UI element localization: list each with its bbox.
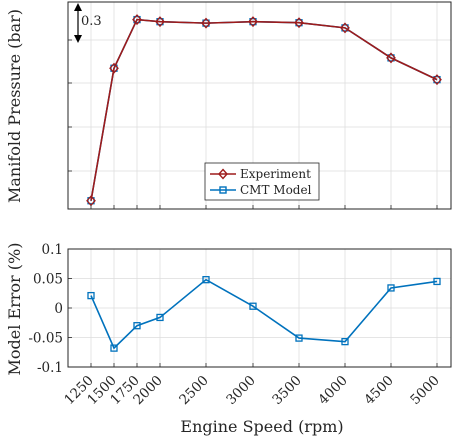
data-point [433,277,441,286]
x-tick-label: 3500 [269,373,305,409]
series-line [90,278,438,350]
top-ylabel: Manifold Pressure (bar) [5,9,24,203]
top-xticks [90,205,438,209]
bottom-yticks: 0.1 0.05 0 -0.05 -0.1 [28,242,72,376]
legend-cmt-marker [219,186,227,194]
data-point [110,344,118,352]
data-point [387,284,395,292]
top-plot-frame [67,1,452,210]
y-tick-label: 0 [54,301,63,317]
scale-arrow-down-head [74,35,82,43]
legend: Experiment CMT Model [204,162,320,201]
x-tick-label: 3000 [223,373,259,409]
y-tick-label: 0.05 [33,272,63,288]
bottom-series [87,276,441,352]
data-point [387,54,395,62]
data-point [248,16,258,28]
data-point [340,22,350,34]
scale-annotation: 0.3 [74,3,102,43]
data-point [109,62,119,74]
scale-annotation-label: 0.3 [81,14,102,29]
series-line [90,18,438,201]
data-point [155,16,165,28]
data-point [341,337,349,346]
bottom-ylabel: Model Error (%) [5,243,24,376]
bottom-xlabel: Engine Speed (rpm) [180,417,343,436]
data-point [432,74,442,86]
data-point [87,291,95,300]
x-tick-label: 4000 [315,373,351,409]
x-tick-label: 5000 [407,373,443,409]
data-point [294,17,304,29]
data-point [201,17,211,29]
data-point [202,276,210,284]
y-tick-label: 0.1 [42,242,63,258]
scale-arrow-up-head [74,3,82,11]
data-point [249,302,257,310]
legend-experiment-label: Experiment [240,167,311,181]
y-tick-label: -0.1 [37,360,63,376]
legend-experiment-marker [218,168,228,180]
data-point [295,334,303,342]
x-tick-label: 4500 [361,373,397,409]
data-point [133,322,141,330]
legend-cmt-label: CMT Model [240,183,312,197]
x-tick-label: 2500 [176,373,212,409]
data-point [386,52,396,64]
y-tick-label: -0.05 [28,331,63,347]
top-series [86,14,442,207]
top-plot: 0.3 Manifold Pressure (bar) Experiment C… [5,1,452,210]
data-point [156,313,164,322]
legend-box [204,162,320,201]
data-point [433,75,441,84]
data-point [132,14,142,26]
top-yticks [68,39,72,172]
